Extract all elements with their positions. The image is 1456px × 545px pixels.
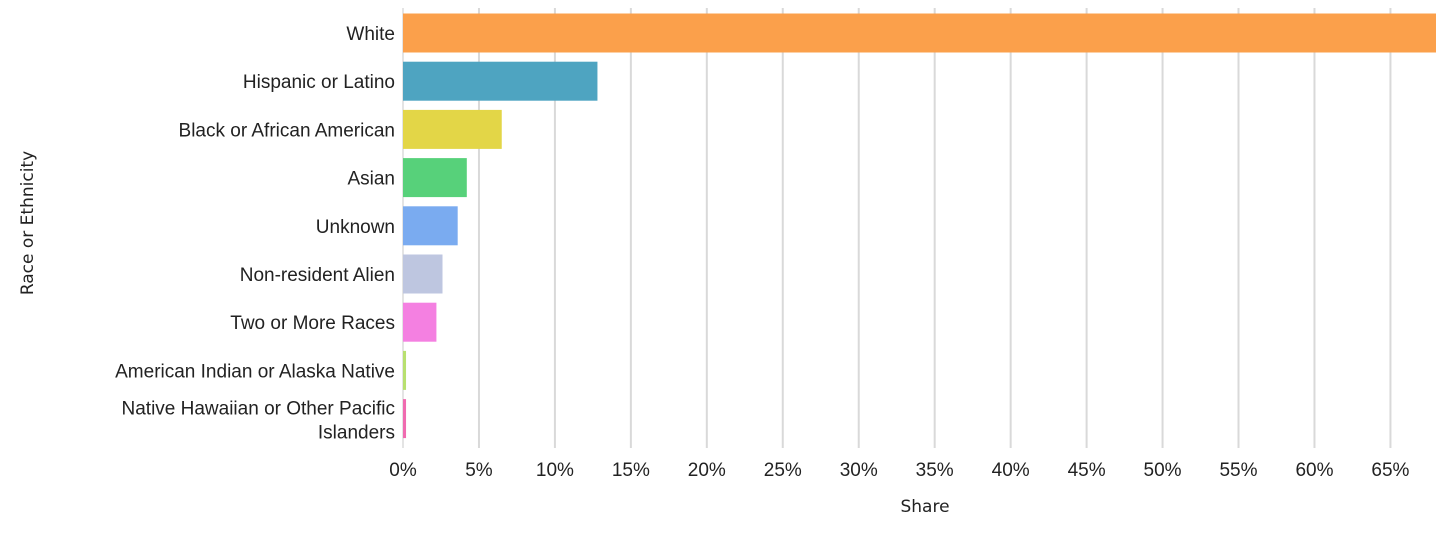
x-tick-label: 65% — [1371, 460, 1409, 481]
bars — [403, 13, 1436, 439]
bar[interactable] — [403, 13, 1436, 53]
x-tick-label: 25% — [764, 460, 802, 481]
bar[interactable] — [403, 61, 598, 101]
category-label: Black or African American — [179, 120, 395, 141]
category-label: Native Hawaiian or Other Pacific Islander… — [122, 399, 396, 444]
x-tick-label: 60% — [1295, 460, 1333, 481]
bar[interactable] — [403, 158, 467, 198]
x-tick-label: 50% — [1144, 460, 1182, 481]
x-tick-label: 5% — [465, 460, 493, 481]
category-label: Two or More Races — [230, 313, 395, 334]
category-label: Unknown — [316, 217, 395, 238]
category-label: American Indian or Alaska Native — [115, 361, 395, 382]
x-tick-label: 15% — [612, 460, 650, 481]
bar[interactable] — [403, 206, 458, 246]
bar[interactable] — [403, 302, 437, 342]
category-label: Hispanic or Latino — [243, 72, 395, 93]
x-tick-label: 10% — [536, 460, 574, 481]
category-labels: White Hispanic or Latino Black or African … — [115, 24, 395, 444]
x-tick-label: 0% — [389, 460, 417, 481]
category-label: Asian — [347, 169, 395, 190]
x-axis-title: Share — [900, 497, 949, 517]
category-label: White — [346, 24, 395, 45]
bar[interactable] — [403, 399, 407, 439]
x-tick-label: 40% — [992, 460, 1030, 481]
bar[interactable] — [403, 109, 502, 149]
x-tick-label: 45% — [1068, 460, 1106, 481]
x-tick-label: 55% — [1219, 460, 1257, 481]
x-tick-label: 20% — [688, 460, 726, 481]
x-tick-label: 35% — [916, 460, 954, 481]
x-tick-labels: 0% 5% 10% 15% 20% 25% 30% 35% 40% 45% 50% 55% 60% 65% — [389, 460, 1409, 481]
category-label: Non-resident Alien — [240, 265, 395, 286]
x-tick-label: 30% — [840, 460, 878, 481]
y-axis-title: Race or Ethnicity — [18, 151, 38, 295]
bar[interactable] — [403, 350, 407, 390]
grid-lines — [402, 8, 1392, 448]
bar[interactable] — [403, 254, 443, 294]
